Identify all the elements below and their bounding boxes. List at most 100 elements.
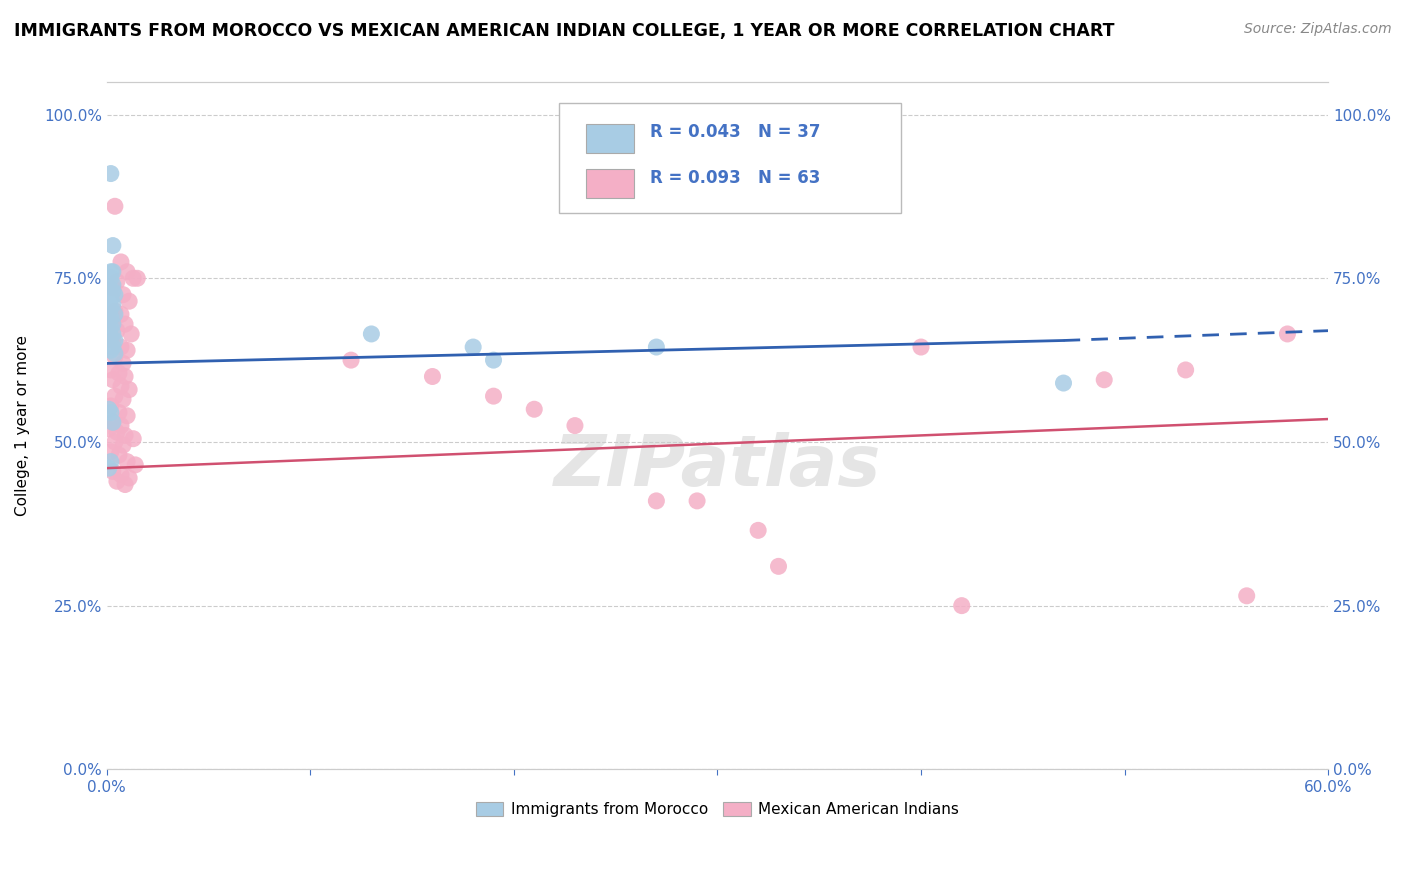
Text: R = 0.043   N = 37: R = 0.043 N = 37 [650,123,821,142]
Point [101,340,124,354]
Point [115,454,138,468]
Point [101,265,124,279]
Point [110,418,132,433]
Point [118,383,141,397]
Point [100,291,122,305]
Point [118,471,141,485]
Point [115,265,138,279]
Point [114,428,136,442]
Point [645,340,668,354]
Point [101,465,124,479]
Point [122,271,145,285]
Point [100,310,122,325]
Text: IMMIGRANTS FROM MOROCCO VS MEXICAN AMERICAN INDIAN COLLEGE, 1 YEAR OR MORE CORRE: IMMIGRANTS FROM MOROCCO VS MEXICAN AMERI… [14,22,1115,40]
Point [100,363,122,377]
Point [112,287,135,301]
Point [97,461,120,475]
Point [114,369,136,384]
Point [104,307,127,321]
Point [100,301,122,315]
Point [101,285,124,299]
Point [104,434,127,449]
Point [127,271,149,285]
Point [114,317,136,331]
Point [97,294,120,309]
Point [768,559,790,574]
Point [1277,326,1299,341]
Point [110,340,132,354]
Bar [585,169,634,198]
Point [108,448,131,462]
Point [340,353,363,368]
Point [100,314,122,328]
Point [100,271,122,285]
Point [101,281,124,295]
Point [104,304,127,318]
Point [104,287,127,301]
Point [124,458,146,472]
Point [105,324,128,338]
Point [101,415,124,429]
Text: Source: ZipAtlas.com: Source: ZipAtlas.com [1244,22,1392,37]
Point [112,356,135,370]
Point [910,340,932,354]
Point [104,199,127,213]
Point [101,415,124,429]
Text: R = 0.093   N = 63: R = 0.093 N = 63 [650,169,821,186]
Point [97,281,120,295]
Point [110,307,132,321]
Point [105,475,128,489]
Point [97,336,120,351]
Point [523,402,546,417]
Point [101,238,124,252]
Y-axis label: College, 1 year or more: College, 1 year or more [15,335,30,516]
Point [100,343,122,358]
Point [101,297,124,311]
Point [101,373,124,387]
Point [108,366,131,380]
Point [101,326,124,341]
Point [115,343,138,358]
Point [105,275,128,289]
Point [747,524,769,538]
Point [100,330,122,344]
Point [482,389,505,403]
Point [645,494,668,508]
Point [104,350,127,364]
Point [1052,376,1074,390]
Point [101,334,124,348]
Legend: Immigrants from Morocco, Mexican American Indians: Immigrants from Morocco, Mexican America… [470,797,966,823]
Point [110,379,132,393]
Point [686,494,709,508]
Point [108,405,131,419]
Point [104,346,127,360]
Point [100,444,122,458]
Point [950,599,973,613]
Point [1236,589,1258,603]
Point [122,432,145,446]
Point [104,334,127,348]
Point [564,418,586,433]
Point [115,409,138,423]
Point [118,294,141,309]
Point [120,326,142,341]
Point [482,353,505,368]
Point [105,425,128,439]
Point [100,265,122,279]
Point [97,422,120,436]
Point [100,167,122,181]
Point [110,255,132,269]
Point [97,324,120,338]
Point [100,454,122,468]
Point [97,304,120,318]
Point [101,317,124,331]
Point [101,277,124,292]
Point [104,389,127,403]
Point [100,405,122,419]
Point [1092,373,1115,387]
Point [112,392,135,407]
Point [100,399,122,413]
Bar [585,124,634,153]
Point [422,369,444,384]
FancyBboxPatch shape [558,103,901,212]
